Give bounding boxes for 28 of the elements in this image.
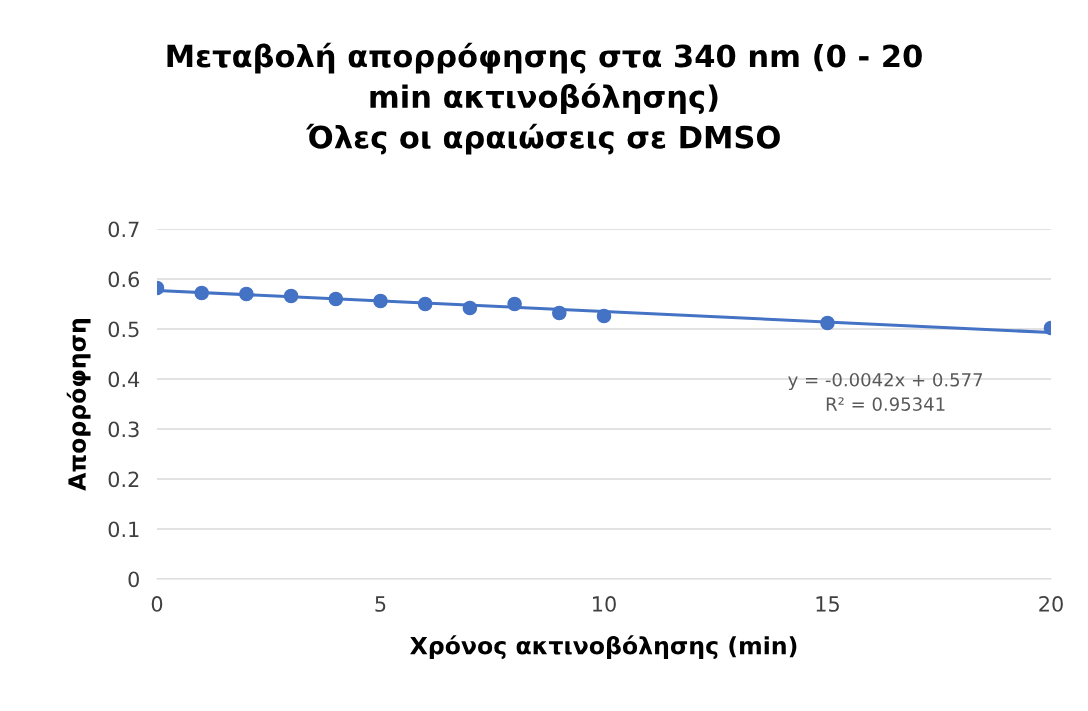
x-tick-label: 10	[593, 596, 616, 612]
y-tick-label: 0.4	[108, 371, 140, 388]
point	[328, 291, 344, 307]
y-tick-label: 0.5	[108, 321, 139, 338]
point	[552, 305, 567, 321]
point	[596, 308, 612, 324]
y-tick-label: 0.1	[108, 521, 139, 538]
point	[417, 296, 433, 312]
point	[507, 296, 522, 312]
x-tick-label: 20	[1039, 596, 1063, 612]
y-tick-label: 0	[128, 571, 139, 588]
x-tick-label: 0	[151, 596, 163, 612]
point	[239, 286, 254, 302]
point	[462, 300, 478, 316]
point	[283, 288, 299, 304]
x-tick-label: 5	[375, 596, 386, 612]
y-tick-label: 0.6	[108, 271, 140, 288]
y-tick-label: 0.7	[108, 221, 139, 238]
annotation: y = -0.0042x + 0.577 R² = 0.95341	[788, 372, 983, 411]
chart-title: Μεταβολή απορρόφησης στα 340 nm (0 - 20 min ακτινοβόλησης) Όλες οι αραιώσεις σε DMSO	[167, 42, 922, 155]
y-axis-title: Απορρόφηση	[66, 319, 91, 491]
x-axis-title: Χρόνος ακτινοβόλησης (min)	[410, 635, 797, 660]
y-tick-label: 0.3	[108, 421, 139, 438]
point	[194, 285, 209, 301]
point	[373, 293, 388, 309]
x-tick-label: 15	[816, 596, 839, 612]
y-tick-label: 0.2	[108, 471, 139, 488]
point	[820, 315, 835, 331]
